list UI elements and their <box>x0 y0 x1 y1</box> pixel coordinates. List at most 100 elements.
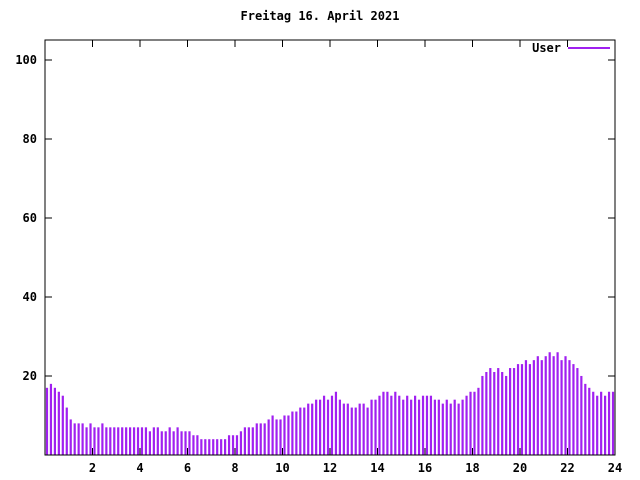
bar <box>144 427 148 455</box>
bar <box>89 423 92 455</box>
x-tick-label: 16 <box>418 461 432 475</box>
bar <box>552 356 555 455</box>
bar <box>322 395 326 455</box>
bar <box>61 395 64 455</box>
bar <box>184 431 187 455</box>
bar <box>417 399 421 455</box>
bar <box>611 391 615 455</box>
bar <box>279 419 282 455</box>
y-tick-label: 100 <box>15 53 37 67</box>
x-tick-label: 12 <box>323 461 337 475</box>
bar <box>576 368 579 455</box>
bar <box>362 403 365 455</box>
bar <box>429 395 433 455</box>
bar <box>370 399 373 455</box>
bar <box>156 427 159 455</box>
bar <box>501 372 504 455</box>
bar <box>326 399 330 455</box>
bar <box>57 391 60 455</box>
bar <box>303 407 306 455</box>
bar <box>556 352 559 455</box>
bar <box>402 399 405 455</box>
bar <box>592 391 595 455</box>
bar <box>168 427 171 455</box>
bar <box>394 391 397 455</box>
bar <box>208 439 211 455</box>
bar <box>132 427 136 455</box>
bar <box>180 431 183 455</box>
bar <box>596 395 599 455</box>
bar <box>461 399 464 455</box>
x-tick-label: 18 <box>465 461 479 475</box>
bar <box>295 411 298 455</box>
bar <box>457 403 460 455</box>
bar <box>406 395 409 455</box>
bar <box>580 375 583 455</box>
bar <box>390 395 393 455</box>
bar <box>69 419 72 455</box>
bar <box>350 407 353 455</box>
bar <box>259 423 262 455</box>
bar <box>176 427 179 455</box>
bar <box>473 391 476 455</box>
bar <box>607 391 611 455</box>
bar <box>528 364 531 455</box>
bar <box>251 427 254 455</box>
bar <box>101 423 104 455</box>
bar <box>152 427 155 455</box>
bar <box>263 423 266 455</box>
bar <box>433 399 436 455</box>
bar <box>192 435 195 455</box>
bar <box>307 403 310 455</box>
bar <box>505 375 508 455</box>
bar <box>354 407 357 455</box>
bar <box>224 439 227 455</box>
bar <box>358 403 361 455</box>
bar <box>319 399 322 455</box>
bar <box>421 395 425 455</box>
bar <box>299 407 302 455</box>
bar <box>485 372 488 455</box>
bar <box>196 435 199 455</box>
bar <box>136 427 140 455</box>
bar <box>77 423 80 455</box>
chart-title: Freitag 16. April 2021 <box>240 9 400 23</box>
bar <box>366 407 369 455</box>
legend: User <box>532 41 610 55</box>
bar <box>216 439 219 455</box>
bar <box>449 403 452 455</box>
bar <box>97 427 100 455</box>
bar <box>81 423 84 455</box>
bar <box>164 431 167 455</box>
bar <box>493 372 496 455</box>
bar <box>334 391 338 455</box>
bar <box>540 360 543 455</box>
bar <box>93 427 96 455</box>
bar <box>275 419 278 455</box>
bar <box>524 360 528 455</box>
bar <box>342 403 345 455</box>
bar <box>121 427 124 455</box>
bar <box>160 431 163 455</box>
bar <box>204 439 207 455</box>
bar <box>172 431 175 455</box>
bar <box>520 364 524 455</box>
bar <box>53 387 56 455</box>
bar <box>220 439 223 455</box>
bar <box>481 375 484 455</box>
bar <box>398 395 401 455</box>
bar <box>255 423 258 455</box>
y-tick-label: 40 <box>23 290 37 304</box>
bar <box>560 360 563 455</box>
bar <box>243 427 246 455</box>
bar <box>239 431 243 455</box>
bar <box>465 395 468 455</box>
y-tick-label: 60 <box>23 211 37 225</box>
bar <box>532 360 535 455</box>
bar <box>568 360 571 455</box>
y-tick-label: 20 <box>23 369 37 383</box>
bar <box>315 399 318 455</box>
bar <box>469 391 472 455</box>
bar <box>330 395 334 455</box>
bar <box>85 427 88 455</box>
